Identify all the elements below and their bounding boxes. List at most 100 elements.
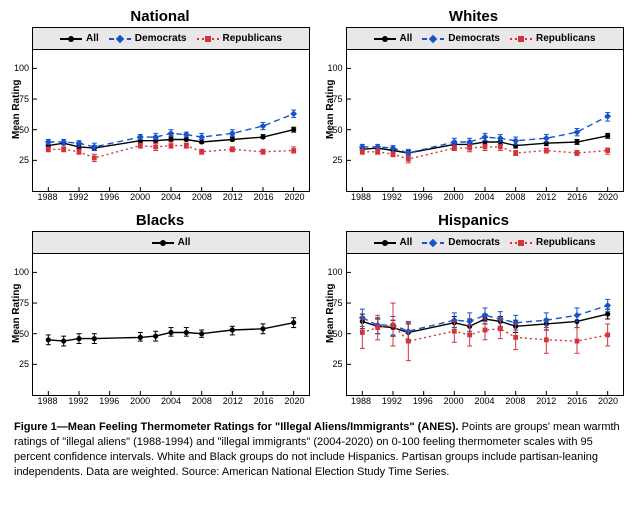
x-tick: 1996: [99, 396, 119, 406]
x-tick: 2008: [192, 396, 212, 406]
x-tick: 1988: [37, 396, 57, 406]
x-tick: 2000: [130, 396, 150, 406]
legend-bar: All Democrats Republicans: [347, 232, 623, 254]
chart-svg: [33, 50, 309, 191]
x-tick: 2012: [536, 192, 556, 202]
legend-label-all: All: [86, 33, 99, 44]
panel-whites: Whites All Democrats Republicans Mean Ra…: [324, 8, 624, 206]
x-tick: 2020: [598, 192, 618, 202]
x-tick: 1988: [37, 192, 57, 202]
x-tick: 1996: [99, 192, 119, 202]
y-tick: 100: [7, 63, 29, 73]
series-rep: [359, 144, 609, 162]
y-tick: 25: [321, 155, 343, 165]
y-tick: 25: [7, 155, 29, 165]
x-tick: 2020: [285, 192, 305, 202]
chart-svg: [33, 254, 309, 395]
x-tick: 2004: [474, 192, 494, 202]
legend-label-rep: Republicans: [536, 237, 595, 248]
x-tick: 1996: [413, 396, 433, 406]
plot-area: 255075100: [347, 50, 623, 191]
legend-bar: All Democrats Republicans: [33, 28, 309, 50]
legend-item-rep: Republicans: [510, 237, 595, 248]
legend-label-rep: Republicans: [536, 33, 595, 44]
y-tick: 25: [7, 359, 29, 369]
legend-item-all: All: [374, 33, 413, 44]
panel-title: Hispanics: [324, 212, 624, 229]
legend-label-all: All: [400, 33, 413, 44]
y-tick: 25: [321, 359, 343, 369]
y-tick: 50: [321, 125, 343, 135]
x-tick: 2012: [223, 192, 243, 202]
chart-svg: [347, 50, 623, 191]
y-tick: 75: [321, 298, 343, 308]
x-tick: 1992: [68, 192, 88, 202]
x-tick: 2016: [254, 396, 274, 406]
y-tick: 75: [321, 94, 343, 104]
chart-box: All Mean Rating 255075100: [32, 231, 310, 396]
x-tick: 1988: [351, 396, 371, 406]
caption-lead: Figure 1—Mean Feeling Thermometer Rating…: [14, 421, 459, 433]
legend-item-dem: Democrats: [422, 237, 500, 248]
x-tick: 2000: [444, 192, 464, 202]
x-tick: 2000: [130, 192, 150, 202]
x-tick: 2016: [567, 192, 587, 202]
figure-caption: Figure 1—Mean Feeling Thermometer Rating…: [10, 410, 627, 483]
panel-national: National All Democrats Republicans Mean …: [10, 8, 310, 206]
plot-area: 255075100: [33, 50, 309, 191]
x-tick-row: 198819921996200020042008201220162020: [346, 396, 624, 410]
panel-title: Blacks: [10, 212, 310, 229]
plot-area: 255075100: [347, 254, 623, 395]
x-tick: 1992: [382, 396, 402, 406]
legend-item-rep: Republicans: [197, 33, 282, 44]
x-tick: 2008: [505, 192, 525, 202]
y-tick: 50: [7, 125, 29, 135]
legend-bar: All Democrats Republicans: [347, 28, 623, 50]
x-tick: 1992: [68, 396, 88, 406]
legend-label-dem: Democrats: [448, 33, 500, 44]
chart-box: All Democrats Republicans Mean Rating 25…: [346, 231, 624, 396]
panel-title: National: [10, 8, 310, 25]
y-tick: 50: [321, 329, 343, 339]
x-tick: 2016: [254, 192, 274, 202]
x-tick: 2008: [192, 192, 212, 202]
legend-label-all: All: [178, 237, 191, 248]
x-tick: 1996: [413, 192, 433, 202]
y-tick: 50: [7, 329, 29, 339]
series-all: [46, 318, 297, 346]
panel-hispanics: Hispanics All Democrats Republicans Mean…: [324, 212, 624, 410]
y-axis-label: Mean Rating: [11, 232, 33, 395]
figure-wrap: National All Democrats Republicans Mean …: [0, 0, 637, 487]
legend-item-all: All: [60, 33, 99, 44]
legend-item-dem: Democrats: [109, 33, 187, 44]
x-tick: 2020: [598, 396, 618, 406]
y-tick: 100: [321, 63, 343, 73]
x-tick-row: 1988 1992 1996 2000 2004 2008 2012 2016 2020: [32, 192, 310, 206]
x-tick: 2000: [444, 396, 464, 406]
x-tick: 1992: [382, 192, 402, 202]
panel-title: Whites: [324, 8, 624, 25]
chart-box: All Democrats Republicans Mean Rating 25…: [32, 27, 310, 192]
x-tick: 2008: [505, 396, 525, 406]
legend-label-all: All: [400, 237, 413, 248]
legend-bar: All: [33, 232, 309, 254]
y-axis-label: Mean Rating: [325, 28, 347, 191]
x-tick: 2020: [285, 396, 305, 406]
plot-area: 255075100: [33, 254, 309, 395]
x-tick: 2016: [567, 396, 587, 406]
x-tick-row: 198819921996200020042008201220162020: [32, 396, 310, 410]
panel-grid: National All Democrats Republicans Mean …: [10, 8, 627, 410]
x-tick: 2004: [161, 192, 181, 202]
legend-label-dem: Democrats: [448, 237, 500, 248]
x-tick: 2004: [161, 396, 181, 406]
y-tick: 100: [7, 267, 29, 277]
legend-item-all: All: [374, 237, 413, 248]
x-tick: 1988: [351, 192, 371, 202]
legend-label-rep: Republicans: [223, 33, 282, 44]
legend-item-dem: Democrats: [422, 33, 500, 44]
legend-item-rep: Republicans: [510, 33, 595, 44]
y-axis-label: Mean Rating: [11, 28, 33, 191]
x-tick: 2012: [536, 396, 556, 406]
chart-box: All Democrats Republicans Mean Rating 25…: [346, 27, 624, 192]
legend-item-all: All: [152, 237, 191, 248]
